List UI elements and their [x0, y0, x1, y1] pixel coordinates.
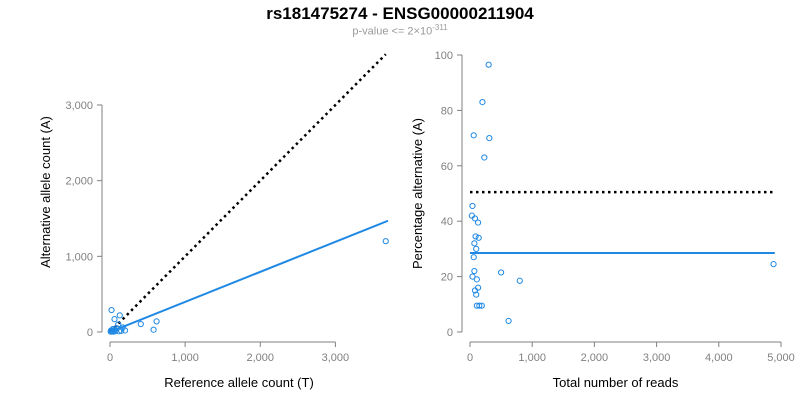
x-tick-label: 0	[107, 352, 113, 364]
x-axis-title: Total number of reads	[553, 375, 679, 390]
data-point	[516, 277, 523, 284]
x-tick-label: 0	[467, 352, 473, 364]
data-point	[479, 98, 486, 106]
data-point	[481, 154, 488, 161]
data-point	[473, 276, 480, 283]
data-point	[118, 327, 125, 334]
y-tick-label: 60	[441, 161, 453, 173]
data-point	[121, 327, 129, 334]
data-point	[108, 306, 115, 314]
data-point	[115, 321, 122, 328]
data-point	[470, 254, 477, 261]
data-point	[107, 328, 114, 335]
data-point	[486, 135, 493, 142]
data-point	[473, 245, 480, 252]
data-point	[153, 318, 160, 325]
x-tick-label: 2,000	[247, 352, 275, 364]
data-point	[475, 234, 482, 241]
y-axis-title: Alternative allele count (A)	[38, 116, 53, 268]
x-tick-label: 3,000	[643, 352, 671, 364]
x-tick-label: 4,000	[705, 352, 733, 364]
y-tick-label: 0	[447, 327, 453, 339]
data-point	[150, 326, 157, 333]
x-axis-title: Reference allele count (T)	[164, 375, 314, 390]
y-tick-label: 80	[441, 105, 453, 117]
data-point	[469, 202, 476, 210]
data-point	[470, 132, 477, 139]
y-tick-label: 1,000	[65, 251, 93, 263]
data-point	[110, 328, 117, 335]
y-tick-label: 2,000	[65, 176, 93, 188]
data-point	[770, 261, 777, 268]
x-tick-label: 5,000	[767, 352, 795, 364]
x-tick-label: 1,000	[171, 352, 199, 364]
y-tick-label: 20	[441, 272, 453, 284]
pvalue-exponent: -311	[432, 23, 448, 32]
x-tick-label: 3,000	[322, 352, 350, 364]
allele-count-scatter-chart: 0 1,000 2,000 3,000 0 1,000 2,000 3,000 Referenc…	[38, 53, 389, 390]
data-point	[111, 316, 118, 323]
y-axis-title: Percentage alternative (A)	[410, 118, 425, 269]
data-point	[471, 267, 478, 275]
data-point	[473, 291, 480, 298]
pvalue-text: p-value <= 2×10	[352, 25, 433, 38]
percentage-alternative-scatter-chart: 0 20 40 60 80 100 0 1,000 2,000 3,000 4,000 5,000 To…	[410, 50, 795, 390]
data-point	[478, 302, 485, 309]
y-tick-label: 0	[87, 327, 93, 339]
data-point	[469, 273, 476, 280]
data-point	[471, 287, 479, 294]
data-point	[471, 215, 479, 222]
data-point	[137, 320, 144, 328]
data-point	[382, 238, 389, 245]
chart-title: rs181475274 - ENSG00000211904	[266, 4, 534, 23]
y-tick-label: 40	[441, 216, 453, 228]
chart-subtitle: p-value <= 2×10-311	[0, 23, 800, 38]
data-point	[474, 219, 482, 226]
data-point	[471, 240, 478, 247]
data-point	[485, 61, 492, 68]
fit-line	[109, 219, 389, 333]
x-tick-label: 2,000	[581, 352, 609, 364]
data-point	[498, 269, 505, 276]
x-tick-label: 1,000	[518, 352, 546, 364]
y-tick-label: 100	[435, 50, 453, 62]
y-tick-label: 3,000	[65, 100, 93, 112]
data-point	[472, 233, 479, 240]
data-point	[476, 302, 483, 309]
reference-line	[109, 53, 387, 333]
data-point	[116, 312, 123, 319]
data-point	[505, 317, 512, 325]
